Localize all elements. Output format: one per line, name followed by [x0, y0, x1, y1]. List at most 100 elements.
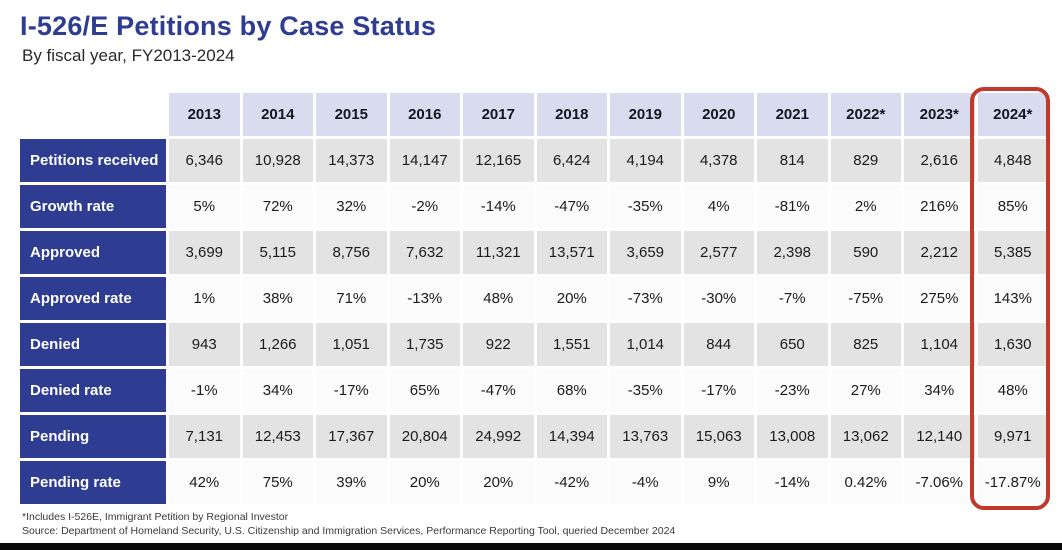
table-cell: 24,992 [463, 415, 534, 458]
table-cell: 11,321 [463, 231, 534, 274]
column-header: 2024* [977, 93, 1048, 136]
table-cell: 9% [683, 461, 754, 504]
column-header: 2014 [242, 93, 313, 136]
table-cell: 4% [683, 185, 754, 228]
column-header: 2015 [316, 93, 387, 136]
page-subtitle: By fiscal year, FY2013-2024 [22, 46, 235, 65]
table-cell: -7% [757, 277, 828, 320]
table-cell: 20% [463, 461, 534, 504]
table-cell: -42% [536, 461, 607, 504]
table-cell: -4% [610, 461, 681, 504]
table-cell: 32% [316, 185, 387, 228]
table-cell: -7.06% [904, 461, 975, 504]
table-cell: 2% [830, 185, 901, 228]
table-cell: 216% [904, 185, 975, 228]
table-cell: -75% [830, 277, 901, 320]
table-cell: 829 [830, 139, 901, 182]
column-header: 2021 [757, 93, 828, 136]
table-cell: 3,699 [169, 231, 240, 274]
table-cell: 10,928 [242, 139, 313, 182]
table-cell: 75% [242, 461, 313, 504]
table-cell: -81% [757, 185, 828, 228]
table-cell: -1% [169, 369, 240, 412]
table-cell: 7,131 [169, 415, 240, 458]
row-label: Petitions received [20, 139, 166, 182]
table-cell: 4,378 [683, 139, 754, 182]
table-cell: 275% [904, 277, 975, 320]
row-label: Approved [20, 231, 166, 274]
table-cell: 2,616 [904, 139, 975, 182]
table-cell: -23% [757, 369, 828, 412]
table-cell: -2% [389, 185, 460, 228]
table-cell: 34% [904, 369, 975, 412]
table-cell: 1,551 [536, 323, 607, 366]
table-cell: 143% [977, 277, 1048, 320]
table-cell: -30% [683, 277, 754, 320]
table-cell: 1,051 [316, 323, 387, 366]
table-cell: 9,971 [977, 415, 1048, 458]
table-cell: 2,577 [683, 231, 754, 274]
table-cell: 1,630 [977, 323, 1048, 366]
table-cell: -35% [610, 369, 681, 412]
row-label: Denied [20, 323, 166, 366]
table-cell: 20,804 [389, 415, 460, 458]
column-header: 2020 [683, 93, 754, 136]
page-title: I-526/E Petitions by Case Status [20, 11, 437, 41]
table-cell: 943 [169, 323, 240, 366]
column-header: 2016 [389, 93, 460, 136]
table-cell: 71% [316, 277, 387, 320]
table-cell: -17.87% [977, 461, 1048, 504]
table-cell: 20% [389, 461, 460, 504]
table-cell: 48% [463, 277, 534, 320]
table-cell: 814 [757, 139, 828, 182]
table-cell: 0.42% [830, 461, 901, 504]
table-cell: 13,763 [610, 415, 681, 458]
table-cell: 2,212 [904, 231, 975, 274]
column-header: 2017 [463, 93, 534, 136]
table-cell: 13,008 [757, 415, 828, 458]
table-cell: -17% [683, 369, 754, 412]
table-cell: 3,659 [610, 231, 681, 274]
table-cell: 17,367 [316, 415, 387, 458]
table-cell: 12,165 [463, 139, 534, 182]
column-header: 2019 [610, 93, 681, 136]
table-cell: 13,571 [536, 231, 607, 274]
footnote-note: *Includes I-526E, Immigrant Petition by … [22, 511, 289, 523]
video-letterbox-bar [0, 543, 1062, 550]
table-cell: 1,014 [610, 323, 681, 366]
table-cell: 650 [757, 323, 828, 366]
table-cell: 5,385 [977, 231, 1048, 274]
table-cell: 15,063 [683, 415, 754, 458]
table-cell: 14,373 [316, 139, 387, 182]
table-cell: 12,453 [242, 415, 313, 458]
table-cell: 39% [316, 461, 387, 504]
table-cell: 27% [830, 369, 901, 412]
table-cell: -47% [463, 369, 534, 412]
table-cell: 13,062 [830, 415, 901, 458]
table-cell: 4,848 [977, 139, 1048, 182]
table-cell: 1,104 [904, 323, 975, 366]
table-cell: 34% [242, 369, 313, 412]
table-cell: 590 [830, 231, 901, 274]
table-cell: -17% [316, 369, 387, 412]
table-cell: -13% [389, 277, 460, 320]
column-header: 2022* [830, 93, 901, 136]
row-label: Approved rate [20, 277, 166, 320]
table-cell: 4,194 [610, 139, 681, 182]
table-cell: -47% [536, 185, 607, 228]
table-cell: 8,756 [316, 231, 387, 274]
table-cell: -14% [463, 185, 534, 228]
column-header: 2013 [169, 93, 240, 136]
table-cell: 2,398 [757, 231, 828, 274]
row-label: Pending [20, 415, 166, 458]
table-cell: 14,147 [389, 139, 460, 182]
table-cell: 12,140 [904, 415, 975, 458]
column-header: 2018 [536, 93, 607, 136]
table-cell: 85% [977, 185, 1048, 228]
table-cell: 42% [169, 461, 240, 504]
table-cell: -73% [610, 277, 681, 320]
row-label: Growth rate [20, 185, 166, 228]
row-label: Pending rate [20, 461, 166, 504]
footnotes: *Includes I-526E, Immigrant Petition by … [22, 510, 675, 538]
